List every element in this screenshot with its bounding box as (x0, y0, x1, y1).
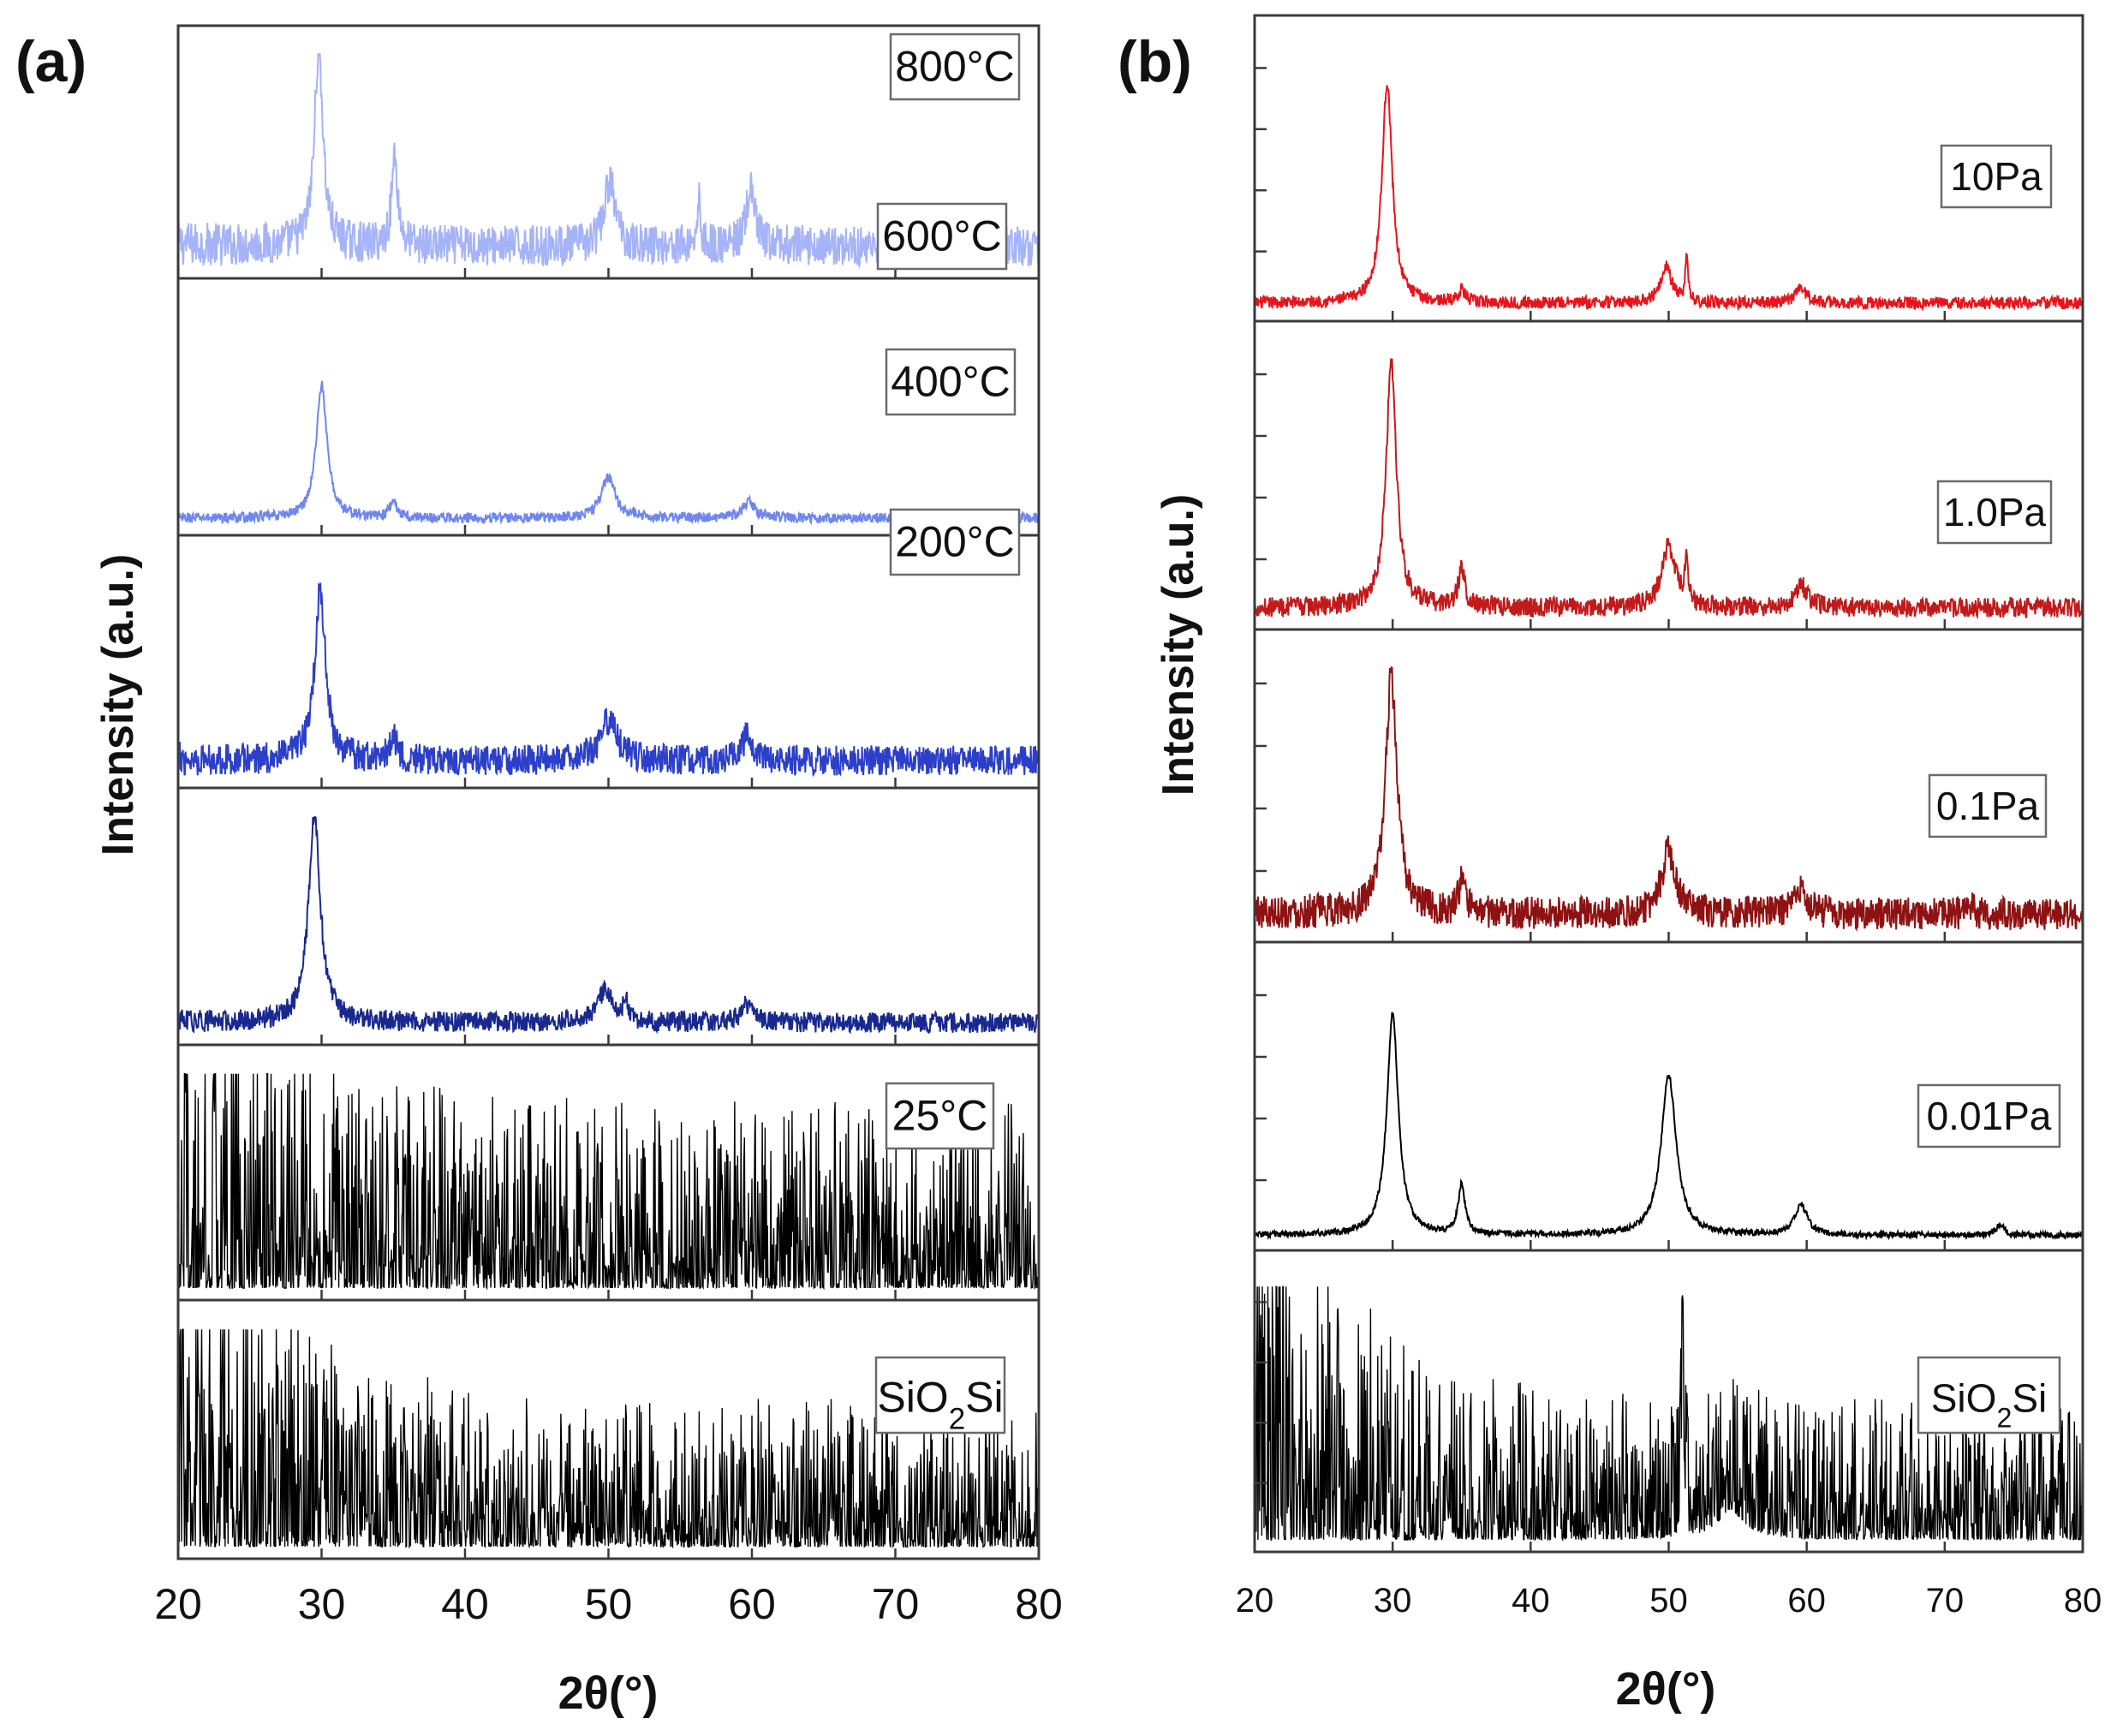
series-label-box (889, 508, 1021, 576)
panel-b: (b) Intensity (a.u.) 2θ(°) 10Pa 1.0Pa 0.1P… (1118, 14, 2102, 1715)
series-label: 25°C (892, 1092, 988, 1140)
series-label-box (874, 1356, 1006, 1435)
series-line-SiO2Si (1254, 1286, 2084, 1542)
series-label: 0.1Pa (1936, 784, 2040, 828)
x-tick-label: 70 (872, 1580, 920, 1628)
series-label: 600°C (882, 212, 1002, 260)
series-label: 800°C (895, 43, 1015, 91)
series-line-0.1Pa (1254, 666, 2084, 932)
series-label-box (1917, 1356, 2061, 1435)
panel-a-y-axis-label: Intensity (a.u.) (93, 554, 143, 856)
panel-b-label: (b) (1118, 29, 1192, 94)
series-label-box (1917, 1083, 2061, 1148)
series-label-box (876, 202, 1008, 271)
subplot-200°C: 200°C (176, 508, 1041, 1047)
series-label-box (1940, 144, 2053, 209)
series-line-200°C (177, 816, 1040, 1035)
panel-b-x-axis-label: 2θ(°) (1616, 1663, 1716, 1715)
series-label-box (1928, 773, 2048, 838)
series-line-10Pa (1254, 85, 2084, 313)
series-label: 200°C (895, 518, 1015, 566)
subplot-SiO2Si: SiO2Si (176, 1298, 1041, 1560)
x-tick-label: 50 (1649, 1582, 1688, 1620)
x-tick-label: 20 (154, 1580, 202, 1628)
subplot-400°C: 400°C (176, 348, 1041, 790)
subplot-frame (1253, 319, 2084, 631)
subplot-25°C: 25°C (176, 1043, 1041, 1302)
subplot-0.01Pa: 0.01Pa (1253, 940, 2084, 1252)
series-line-25°C (177, 1073, 1040, 1291)
subplot-10Pa: 10Pa (1253, 14, 2084, 323)
x-tick-label: 50 (585, 1580, 633, 1628)
series-label: 400°C (891, 358, 1011, 406)
series-label: 0.01Pa (1927, 1094, 2052, 1138)
x-tick-label: 80 (2064, 1582, 2102, 1620)
panel-a: (a) Intensity (a.u.) 2θ(°) 800°C 600°C 400… (15, 24, 1063, 1719)
x-tick-label: 40 (1512, 1582, 1550, 1620)
series-line-400°C (177, 582, 1040, 778)
panel-a-x-axis-label: 2θ(°) (558, 1667, 659, 1719)
panel-a-label: (a) (15, 29, 86, 94)
series-label: 10Pa (1950, 154, 2042, 199)
x-tick-label: 30 (298, 1580, 346, 1628)
series-label-box (1936, 480, 2053, 545)
panel-b-y-axis-label: Intensity (a.u.) (1154, 494, 1203, 796)
x-tick-label: 30 (1374, 1582, 1412, 1620)
subplot-SiO2Si: SiO2Si (1253, 1249, 2084, 1554)
series-line-SiO2Si (177, 1328, 1040, 1549)
x-tick-label: 20 (1236, 1582, 1274, 1620)
subplot-0.1Pa: 0.1Pa (1253, 628, 2084, 944)
series-label-box (885, 1082, 995, 1150)
x-tick-label: 60 (1787, 1582, 1826, 1620)
subplot-1.0Pa: 1.0Pa (1253, 319, 2084, 631)
x-tick-label: 80 (1015, 1580, 1063, 1628)
series-line-0.01Pa (1254, 1011, 2084, 1241)
x-tick-label: 40 (441, 1580, 489, 1628)
x-tick-label: 70 (1926, 1582, 1965, 1620)
series-label-box (889, 33, 1021, 101)
series-line-1.0Pa (1254, 358, 2084, 620)
series-label: 1.0Pa (1943, 490, 2047, 534)
series-label-box (885, 348, 1017, 416)
x-tick-label: 60 (728, 1580, 776, 1628)
